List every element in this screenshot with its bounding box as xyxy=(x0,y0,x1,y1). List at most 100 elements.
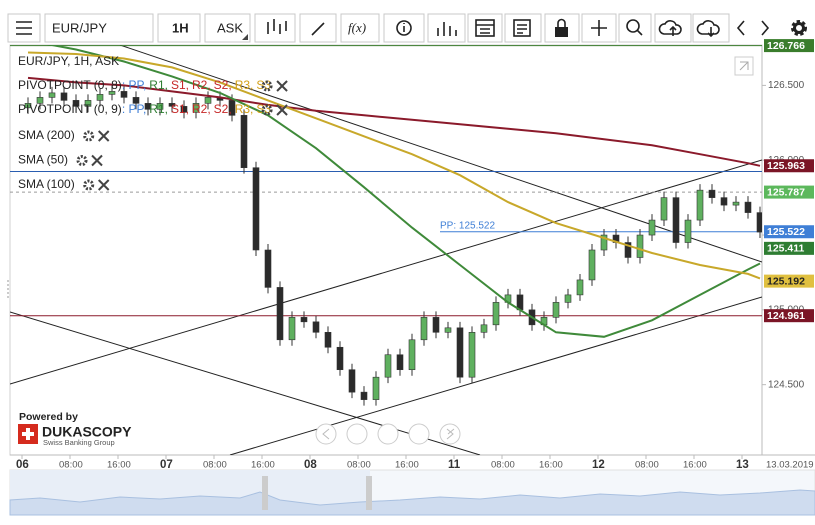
settings-button[interactable] xyxy=(791,20,807,36)
x-tick-label: 08 xyxy=(304,459,317,471)
candle-body xyxy=(624,242,632,258)
pivot-piece: S2, xyxy=(214,78,232,92)
candle-body xyxy=(432,317,440,333)
pivot-piece: R2, xyxy=(192,102,211,116)
pivot-piece: : PP, xyxy=(122,78,146,92)
settings-icon[interactable] xyxy=(261,80,273,92)
legend-controls xyxy=(83,179,110,191)
candle-body xyxy=(288,317,296,341)
x-tick-label: 16:00 xyxy=(395,460,419,471)
pivot-legend: PIVOTPOINT (0, 9): PP, R1, S1, R2, S2, R3, S3 xyxy=(18,102,271,116)
price-label-box xyxy=(764,39,814,53)
chart-type-button[interactable] xyxy=(254,13,296,43)
legend-title: EUR/JPY, 1H, ASK xyxy=(18,54,119,68)
candle-body xyxy=(468,331,476,378)
candle-body xyxy=(120,91,128,98)
pivot-piece: S1, xyxy=(171,78,189,92)
instrument-select[interactable]: EUR/JPY xyxy=(44,13,154,43)
scroll-left-button[interactable] xyxy=(315,423,337,445)
price-label: 125.192 xyxy=(767,275,805,287)
settings-icon[interactable] xyxy=(83,130,95,142)
price-label: 125.787 xyxy=(767,186,805,198)
candle-body xyxy=(204,97,212,104)
brand-name: DUKASCOPY xyxy=(42,424,132,440)
navigator-handle[interactable] xyxy=(366,476,372,510)
function-button[interactable]: f(x) xyxy=(340,13,380,43)
report-button[interactable] xyxy=(504,13,542,43)
legend-controls xyxy=(83,130,110,142)
instrument: EUR/JPY xyxy=(52,20,107,35)
settings-icon[interactable] xyxy=(76,155,88,166)
candle-body xyxy=(300,317,308,323)
trend-line xyxy=(10,311,481,455)
logo-cross xyxy=(22,428,34,440)
x-tick-label: 13 xyxy=(736,459,749,471)
legend-entry: SMA (50) xyxy=(18,153,68,167)
settings-icon[interactable] xyxy=(261,104,273,116)
pivot-piece: R1, xyxy=(149,78,168,92)
candle-body xyxy=(156,103,164,110)
candle-body xyxy=(384,354,392,378)
settings-icon[interactable] xyxy=(83,179,95,191)
pivot-piece: R1, xyxy=(149,102,168,116)
candle-body xyxy=(60,92,68,101)
candle-body xyxy=(264,249,272,288)
candle-body xyxy=(456,327,464,378)
remove-icon[interactable] xyxy=(276,80,288,92)
legend-controls xyxy=(261,104,288,116)
remove-icon[interactable] xyxy=(91,154,103,167)
trend-line xyxy=(10,159,762,385)
x-tick-label: 11 xyxy=(448,459,461,471)
candle-body xyxy=(324,331,332,348)
next-button[interactable] xyxy=(761,20,770,36)
draw-button[interactable] xyxy=(299,13,337,43)
price-label-box xyxy=(764,241,814,255)
x-tick-label: 08:00 xyxy=(491,460,515,471)
crosshair-button[interactable] xyxy=(581,13,617,43)
legend-controls xyxy=(261,80,288,92)
price-label-box xyxy=(764,274,814,288)
zoom-in-button[interactable] xyxy=(408,423,430,445)
y-tick-label: 124.500 xyxy=(768,379,805,390)
pivot-piece: R2, xyxy=(192,78,211,92)
price-label-box xyxy=(764,159,814,173)
pivot-label: PP: 125.522 xyxy=(440,220,495,231)
x-tick-label: 06 xyxy=(16,459,29,471)
zoom-controls xyxy=(315,423,461,445)
pivot-piece: R3, xyxy=(235,102,254,116)
candle-body xyxy=(228,100,236,116)
remove-icon[interactable] xyxy=(276,104,288,116)
candle-body xyxy=(660,197,668,221)
calendar-button[interactable] xyxy=(467,13,503,43)
pivot-piece: PIVOTPOINT (0, 9) xyxy=(18,102,122,116)
brand-tagline: Swiss Banking Group xyxy=(43,438,115,447)
remove-icon[interactable] xyxy=(97,130,110,142)
candle-body xyxy=(636,234,644,258)
scroll-right-button[interactable] xyxy=(439,423,461,445)
prev-button[interactable] xyxy=(736,20,745,36)
navigator-handle[interactable] xyxy=(262,476,268,510)
upload-button[interactable] xyxy=(654,13,692,43)
x-tick-label: 07 xyxy=(160,459,173,471)
download-button[interactable] xyxy=(692,13,730,43)
x-tick-label: 16:00 xyxy=(251,460,275,471)
lock-button[interactable] xyxy=(544,13,580,43)
zoom-button[interactable] xyxy=(618,13,652,43)
indicators-button[interactable] xyxy=(427,13,466,43)
zoom-out-button[interactable] xyxy=(346,423,368,445)
candle-body xyxy=(48,92,56,98)
info-button[interactable] xyxy=(383,13,425,43)
x-tick-label: 12 xyxy=(592,459,605,471)
popout-button[interactable] xyxy=(734,56,754,76)
reset-button[interactable] xyxy=(377,423,399,445)
candle-body xyxy=(444,327,452,333)
candle-body xyxy=(684,219,692,243)
side-select[interactable]: ASK xyxy=(204,13,251,43)
price-label: 125.963 xyxy=(767,160,805,172)
remove-icon[interactable] xyxy=(97,179,110,191)
price-label-box xyxy=(764,309,814,323)
plot-area xyxy=(9,44,763,456)
menu-button[interactable] xyxy=(7,13,41,43)
period-select[interactable]: 1H xyxy=(157,13,201,43)
